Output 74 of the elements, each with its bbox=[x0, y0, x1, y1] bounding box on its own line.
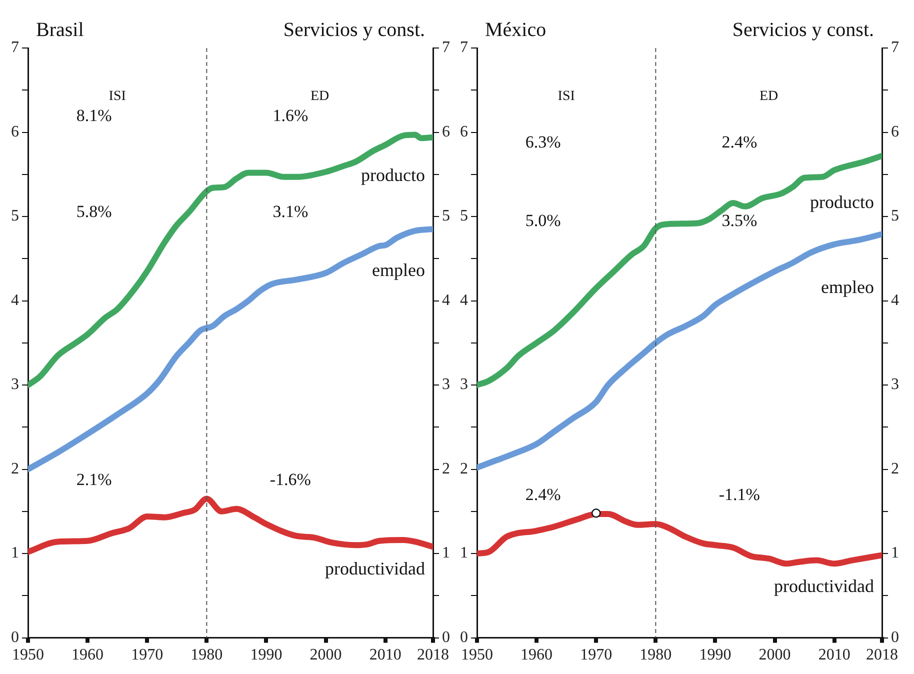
y-tick-label: 5 bbox=[460, 208, 468, 225]
y-tick-label: 6 bbox=[11, 123, 19, 140]
x-tick-label: 2018 bbox=[866, 646, 898, 664]
y-tick-label: 3 bbox=[460, 376, 468, 394]
y2-tick-label: 1 bbox=[442, 544, 450, 562]
annotation: 3.5% bbox=[722, 211, 758, 230]
x-tick-label: 1950 bbox=[461, 646, 493, 664]
chart-title: Brasil bbox=[36, 19, 84, 41]
y-tick-label: 7 bbox=[460, 39, 468, 56]
annotation: 5.8% bbox=[76, 202, 112, 221]
y2-tick-label: 5 bbox=[891, 208, 899, 225]
annotation: -1.1% bbox=[718, 484, 760, 504]
series-label: producto bbox=[361, 164, 425, 185]
y-tick-label: 1 bbox=[460, 544, 468, 562]
annotation: ED bbox=[310, 89, 330, 104]
annotation: 5.0% bbox=[525, 211, 561, 230]
annotation: 3.1% bbox=[272, 202, 308, 221]
series-label: empleo bbox=[821, 276, 874, 297]
y2-tick-label: 1 bbox=[891, 544, 899, 562]
y-tick-label: 0 bbox=[460, 629, 468, 646]
annotation: -1.6% bbox=[270, 470, 311, 489]
x-tick-label: 1990 bbox=[699, 646, 732, 664]
x-tick-label: 2010 bbox=[369, 646, 402, 664]
y2-tick-label: 2 bbox=[891, 460, 899, 478]
y-tick-label: 2 bbox=[460, 460, 468, 478]
chart-subtitle: Servicios y const. bbox=[283, 19, 425, 41]
y2-tick-label: 6 bbox=[442, 123, 450, 140]
x-tick-label: 1970 bbox=[131, 646, 164, 664]
annotation: 2.4% bbox=[722, 132, 758, 152]
x-tick-label: 1950 bbox=[12, 646, 44, 664]
y2-tick-label: 4 bbox=[891, 292, 899, 309]
x-tick-label: 1970 bbox=[580, 646, 612, 664]
x-tick-label: 2000 bbox=[758, 646, 791, 664]
y-tick-label: 3 bbox=[11, 376, 19, 394]
y2-tick-label: 4 bbox=[442, 292, 450, 309]
x-tick-label: 1980 bbox=[640, 646, 672, 664]
chart-title: México bbox=[485, 19, 546, 41]
annotation: ISI bbox=[108, 89, 126, 104]
y-tick-label: 0 bbox=[11, 629, 19, 646]
x-tick-label: 1980 bbox=[190, 646, 223, 664]
y2-tick-label: 5 bbox=[442, 208, 450, 225]
annotation: 1.6% bbox=[272, 106, 308, 125]
y-tick-label: 4 bbox=[11, 292, 19, 309]
chart-subtitle: Servicios y const. bbox=[732, 19, 874, 41]
y2-tick-label: 3 bbox=[891, 376, 899, 394]
x-tick-label: 2000 bbox=[310, 646, 342, 664]
y2-tick-label: 7 bbox=[891, 39, 899, 56]
annotation: 6.3% bbox=[525, 132, 561, 152]
y2-tick-label: 2 bbox=[442, 460, 450, 478]
y-tick-label: 4 bbox=[460, 292, 468, 309]
annotation: ED bbox=[760, 89, 778, 104]
y2-tick-label: 6 bbox=[891, 123, 899, 140]
y2-tick-label: 0 bbox=[442, 629, 450, 646]
x-tick-label: 2018 bbox=[417, 646, 449, 664]
annotation: 2.1% bbox=[76, 470, 112, 489]
series-label: producto bbox=[810, 192, 874, 212]
y-tick-label: 2 bbox=[11, 460, 19, 478]
y-tick-label: 7 bbox=[11, 39, 19, 56]
x-tick-label: 1960 bbox=[72, 646, 104, 664]
y2-tick-label: 3 bbox=[442, 376, 450, 394]
annotation: ISI bbox=[558, 89, 576, 104]
x-tick-label: 2010 bbox=[818, 646, 850, 664]
x-tick-label: 1960 bbox=[520, 646, 553, 664]
y2-tick-label: 0 bbox=[891, 629, 899, 646]
y-tick-label: 6 bbox=[460, 123, 468, 140]
series-label: productividad bbox=[774, 576, 874, 596]
annotation: 2.4% bbox=[525, 484, 561, 504]
series-label: empleo bbox=[372, 260, 425, 280]
series-label: productividad bbox=[325, 558, 425, 578]
y-tick-label: 1 bbox=[11, 544, 19, 562]
y2-tick-label: 7 bbox=[442, 39, 450, 56]
annotation: 8.1% bbox=[76, 106, 112, 125]
y-tick-label: 5 bbox=[11, 208, 19, 225]
x-tick-label: 1990 bbox=[250, 646, 282, 664]
